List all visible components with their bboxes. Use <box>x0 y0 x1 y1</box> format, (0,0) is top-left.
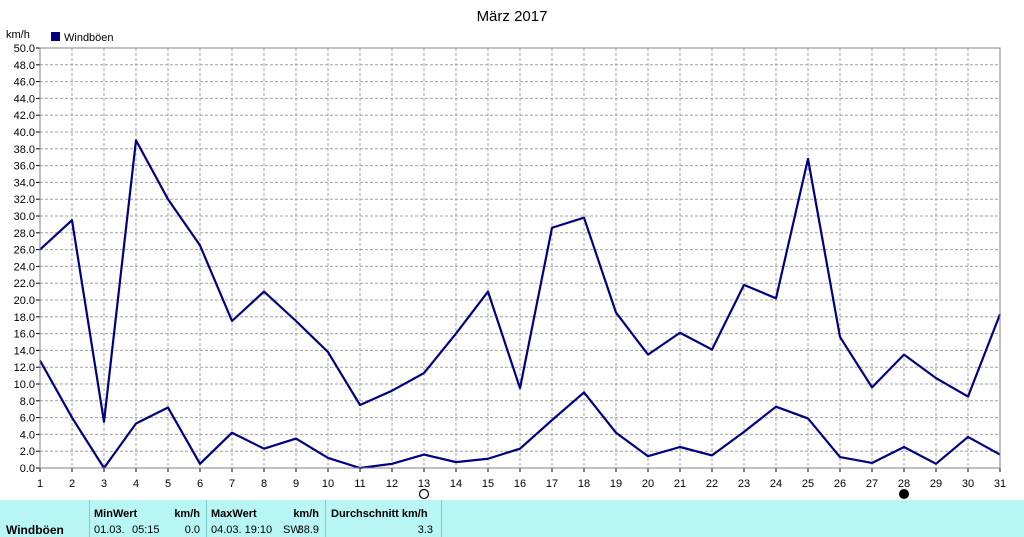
y-tick-label: 40.0 <box>14 127 35 139</box>
line-chart: März 2017 km/h Windböen 0.0 2.0 4.0 6.0 8.0 1… <box>6 8 1006 500</box>
x-tick-label: 26 <box>834 478 846 490</box>
y-tick-label: 32.0 <box>14 194 35 206</box>
y-axis: 0.0 2.0 4.0 6.0 8.0 10.0 12.0 14.0 16.0 18.0 20.0 2… <box>14 43 40 475</box>
y-tick-label: 44.0 <box>14 93 35 105</box>
x-tick-label: 17 <box>546 478 558 490</box>
y-tick-label: 14.0 <box>14 345 35 357</box>
full-moon-icon <box>418 488 430 500</box>
y-tick-label: 22.0 <box>14 278 35 290</box>
legend-label: Windböen <box>64 32 114 44</box>
y-tick-label: 16.0 <box>14 329 35 341</box>
max-unit: km/h <box>293 508 319 520</box>
x-tick-label: 6 <box>197 478 203 490</box>
stats-label-cell: Windböen <box>0 500 90 537</box>
moon-annotations <box>418 488 909 500</box>
x-tick-label: 5 <box>165 478 171 490</box>
stats-min-cell: MinWert km/h 01.03. 05:15 0.0 <box>90 500 207 537</box>
x-tick-label: 21 <box>674 478 686 490</box>
y-axis-unit-label: km/h <box>6 29 30 41</box>
max-header: MaxWert <box>211 508 257 520</box>
y-tick-label: 34.0 <box>14 177 35 189</box>
chart-title: März 2017 <box>477 8 548 25</box>
x-tick-label: 19 <box>610 478 622 490</box>
x-tick-label: 27 <box>866 478 878 490</box>
stats-max-cell: MaxWert km/h 04.03. 19:10 SW 38.9 <box>207 500 326 537</box>
stats-avg-cell: Durchschnitt km/h 3.3 <box>326 500 442 537</box>
max-direction: SW <box>283 524 301 536</box>
y-tick-label: 50.0 <box>14 43 35 55</box>
x-tick-label: 9 <box>293 478 299 490</box>
x-tick-label: 18 <box>578 478 590 490</box>
y-tick-label: 10.0 <box>14 379 35 391</box>
x-tick-label: 23 <box>738 478 750 490</box>
y-tick-label: 30.0 <box>14 211 35 223</box>
series-line-1 <box>39 139 1002 423</box>
series-line-2 <box>39 359 1001 470</box>
min-time: 05:15 <box>132 524 160 536</box>
min-date: 01.03. <box>94 524 125 536</box>
y-tick-label: 0.0 <box>20 463 35 475</box>
x-tick-label: 20 <box>642 478 654 490</box>
x-tick-label: 11 <box>354 478 365 490</box>
x-tick-label: 24 <box>770 478 782 490</box>
x-tick-label: 1 <box>37 478 43 490</box>
series-group <box>39 139 1002 470</box>
plot-frame <box>39 47 1001 469</box>
avg-header: Durchschnitt km/h <box>331 508 428 520</box>
x-tick-label: 15 <box>482 478 494 490</box>
x-tick-label: 12 <box>386 478 398 490</box>
y-tick-label: 36.0 <box>14 161 35 173</box>
x-tick-label: 30 <box>962 478 974 490</box>
x-tick-label: 3 <box>101 478 107 490</box>
y-tick-label: 4.0 <box>20 429 35 441</box>
y-tick-label: 48.0 <box>14 60 35 72</box>
y-tick-label: 42.0 <box>14 110 35 122</box>
min-unit: km/h <box>174 508 200 520</box>
x-axis: 1 2 3 4 5 6 7 8 9 10 11 12 13 14 15 16 17 18 19 20 21 22 23 24 2… <box>37 468 1006 490</box>
x-tick-label: 2 <box>69 478 75 490</box>
new-moon-icon <box>899 489 909 499</box>
x-tick-label: 10 <box>322 478 334 490</box>
y-tick-label: 46.0 <box>14 77 35 89</box>
x-tick-label: 13 <box>418 478 430 490</box>
min-value: 0.0 <box>184 524 200 536</box>
avg-value: 3.3 <box>417 524 433 536</box>
y-tick-label: 38.0 <box>14 144 35 156</box>
y-tick-label: 20.0 <box>14 295 35 307</box>
y-tick-label: 24.0 <box>14 261 35 273</box>
x-tick-label: 31 <box>994 478 1006 490</box>
x-tick-label: 22 <box>706 478 718 490</box>
x-tick-label: 28 <box>898 478 910 490</box>
max-value: 38.9 <box>297 524 319 536</box>
y-tick-label: 28.0 <box>14 228 35 240</box>
statistics-bar: Windböen MinWert km/h 01.03. 05:15 0.0 M… <box>0 500 1024 537</box>
y-tick-label: 8.0 <box>20 396 35 408</box>
grid <box>39 47 1001 469</box>
x-tick-label: 14 <box>450 478 462 490</box>
x-tick-label: 25 <box>802 478 814 490</box>
y-tick-label: 2.0 <box>20 446 35 458</box>
max-datetime: 04.03. 19:10 <box>211 524 273 536</box>
y-tick-label: 6.0 <box>20 413 35 425</box>
y-tick-label: 26.0 <box>14 245 35 257</box>
x-tick-label: 29 <box>930 478 942 490</box>
y-tick-label: 18.0 <box>14 312 35 324</box>
stats-row-label: Windböen <box>6 523 64 537</box>
min-header: MinWert <box>94 508 138 520</box>
legend-swatch <box>51 32 60 41</box>
x-tick-label: 8 <box>261 478 267 490</box>
x-tick-label: 16 <box>514 478 526 490</box>
x-tick-label: 4 <box>133 478 139 490</box>
y-tick-label: 12.0 <box>14 362 35 374</box>
x-tick-label: 7 <box>229 478 235 490</box>
